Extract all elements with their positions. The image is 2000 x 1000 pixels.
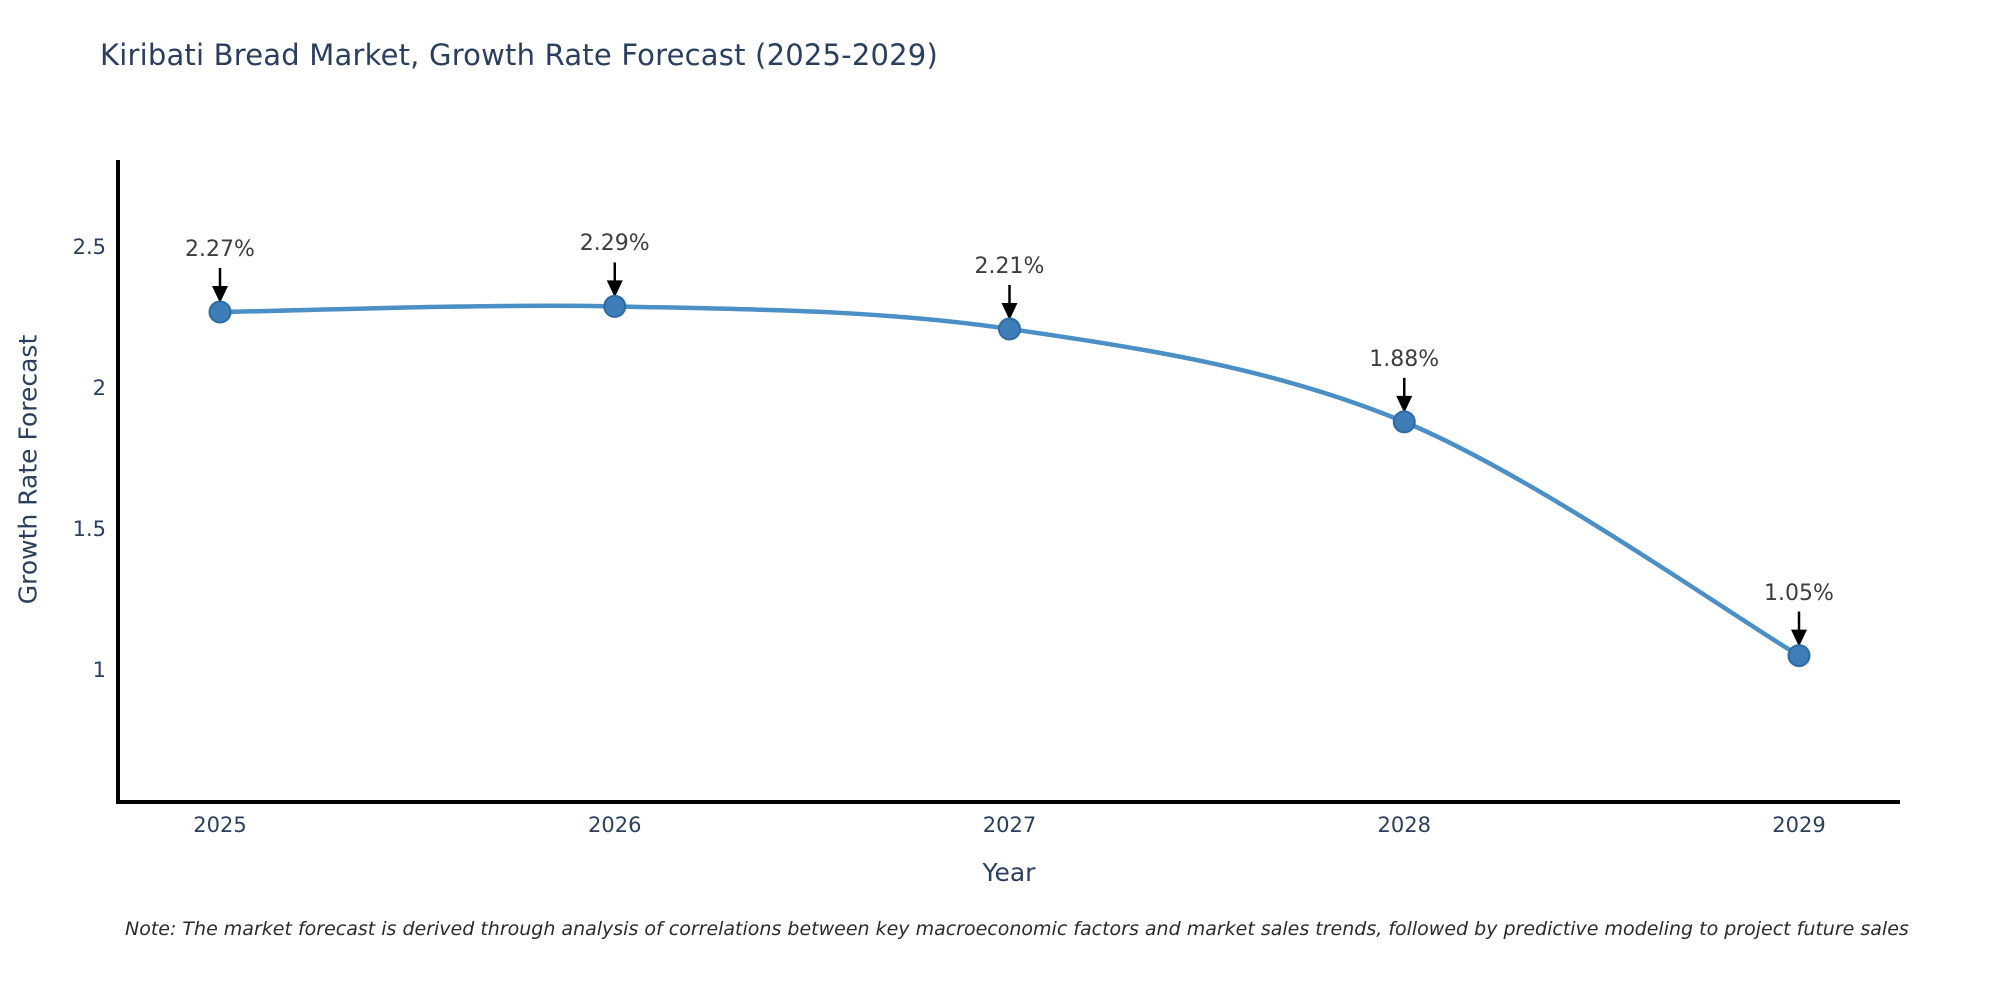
y-tick-label: 1 — [92, 657, 106, 682]
footnote: Note: The market forecast is derived thr… — [125, 918, 1909, 940]
x-tick-label: 2025 — [193, 813, 247, 837]
x-tick-label: 2028 — [1377, 813, 1431, 837]
point-value-label: 1.88% — [1369, 346, 1440, 372]
point-value-label: 1.05% — [1764, 580, 1834, 606]
data-point-marker — [1392, 410, 1416, 434]
annotation-arrow-head — [1001, 302, 1018, 320]
annotation-arrow-head — [606, 280, 623, 298]
point-value-label: 2.21% — [974, 253, 1045, 279]
annotation-arrow-head — [212, 286, 228, 304]
footnote-wrap: Note: The market forecast is derived thr… — [0, 918, 2000, 940]
x-tick-label: 2026 — [588, 813, 642, 837]
data-point-marker — [603, 294, 627, 318]
data-point-marker — [208, 300, 232, 324]
point-value-label: 2.27% — [185, 237, 255, 263]
x-tick-label: 2029 — [1772, 813, 1826, 837]
point-value-label: 2.29% — [579, 231, 650, 257]
x-tick-label: 2027 — [982, 813, 1037, 837]
x-axis-title: Year — [982, 858, 1036, 887]
data-point-marker — [1787, 644, 1811, 668]
chart-title: Kiribati Bread Market, Growth Rate Forec… — [100, 38, 938, 72]
annotation-arrow-head — [1791, 629, 1807, 647]
annotation-arrow-head — [1396, 395, 1413, 413]
y-tick-label: 2.5 — [72, 235, 106, 260]
data-point-marker — [998, 317, 1021, 341]
y-tick-label: 2 — [92, 376, 106, 401]
forecast-line — [217, 303, 1802, 658]
axes-lines — [116, 160, 1900, 804]
y-tick-label: 1.5 — [72, 516, 106, 541]
